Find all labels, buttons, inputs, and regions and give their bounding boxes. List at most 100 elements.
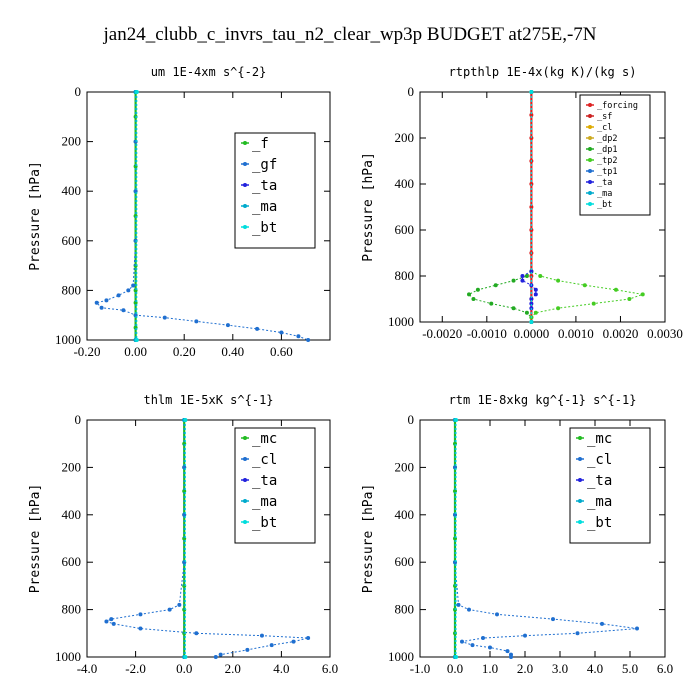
legend-marker <box>578 457 582 461</box>
data-point <box>591 301 596 306</box>
data-point <box>225 323 230 328</box>
x-tick-label: 0.40 <box>221 344 244 359</box>
legend-entry: _ma <box>252 494 277 510</box>
x-tick-label: 0.0 <box>447 661 463 676</box>
legend-entry: _ta <box>587 473 612 489</box>
x-tick-label: 6.0 <box>657 661 673 676</box>
data-point <box>296 334 301 339</box>
data-point <box>121 308 126 313</box>
legend-marker <box>588 125 592 129</box>
data-point <box>467 292 471 297</box>
y-tick-label: 400 <box>395 176 415 191</box>
y-tick-label: 400 <box>62 507 82 522</box>
legend-box <box>234 132 316 249</box>
data-point <box>511 278 516 283</box>
legend-marker <box>578 436 582 440</box>
data-point <box>538 274 543 278</box>
x-tick-label: 0.60 <box>270 344 293 359</box>
y-tick-label: 600 <box>62 554 82 569</box>
panel-1: um 1E-4xm s^{-2} Pressure [hPa] 0 200 400 600… <box>28 65 331 359</box>
y-tick-label: 1000 <box>388 314 414 329</box>
legend-entry: _ta <box>597 178 612 188</box>
y-tick-label: 800 <box>62 282 82 297</box>
legend-marker <box>578 499 582 503</box>
data-point <box>529 228 534 232</box>
x-tick-label: -0.20 <box>73 344 100 359</box>
legend-marker <box>588 147 592 151</box>
y-tick-label: 600 <box>395 554 415 569</box>
data-point <box>529 113 534 117</box>
legend-box <box>569 427 651 544</box>
legend: _mc _cl _ta _ma _bt <box>569 427 651 544</box>
legend-entry: _bt <box>252 515 277 531</box>
legend-marker <box>588 180 592 184</box>
legend-marker <box>588 114 592 118</box>
figure-title: jan24_clubb_c_invrs_tau_n2_clear_wp3p BU… <box>102 24 596 45</box>
data-point <box>524 310 529 315</box>
y-axis-label: Pressure [hPa] <box>361 152 376 262</box>
data-point <box>640 292 645 297</box>
legend-marker <box>243 141 247 145</box>
plot-frame <box>419 419 666 658</box>
data-point <box>475 287 480 292</box>
legend-marker <box>578 520 582 524</box>
data-point <box>529 205 534 209</box>
legend-marker <box>578 478 582 482</box>
data-point <box>635 626 639 631</box>
x-tick-label: 0.20 <box>173 344 196 359</box>
y-axis-label: Pressure [hPa] <box>361 484 376 594</box>
legend-entry: _ta <box>252 473 277 489</box>
y-axis-label: Pressure [hPa] <box>28 484 43 594</box>
data-point <box>131 283 136 288</box>
plot-frame <box>86 91 331 341</box>
x-tick-label: 0.0010 <box>558 326 594 341</box>
data-point <box>183 418 188 422</box>
panel-title: um 1E-4xm s^{-2} <box>151 65 267 79</box>
data-point <box>194 319 199 324</box>
data-point <box>255 326 260 331</box>
legend-entry: _ma <box>252 199 277 215</box>
x-tick-label: 3.0 <box>552 661 568 676</box>
legend-entry: _cl <box>587 452 612 468</box>
panel-title: rtm 1E-8xkg kg^{-1} s^{-1} <box>449 393 637 407</box>
data-point <box>520 278 525 283</box>
legend-marker <box>243 520 247 524</box>
data-point <box>481 636 485 641</box>
data-point <box>111 621 116 626</box>
data-point <box>104 298 109 303</box>
legend-entry: _ta <box>252 178 277 194</box>
data-point <box>456 602 461 607</box>
legend: _mc _cl _ta _ma _bt <box>234 427 316 544</box>
x-tick-label: -4.0 <box>77 661 98 676</box>
data-point <box>259 633 264 638</box>
data-point <box>551 617 555 622</box>
data-point <box>511 306 516 311</box>
data-point <box>134 338 139 342</box>
x-tick-label: -0.0020 <box>422 326 462 341</box>
y-tick-label: 600 <box>62 233 82 248</box>
x-tick-label: 4.0 <box>273 661 289 676</box>
data-point <box>529 297 534 301</box>
legend: _f _gf _ta _ma _bt <box>234 132 316 249</box>
panel-title: thlm 1E-5xK s^{-1} <box>143 393 273 407</box>
data-point <box>488 645 492 650</box>
data-point <box>183 655 188 659</box>
legend-entry: _mc <box>252 431 277 447</box>
x-tick-label: 5.0 <box>622 661 638 676</box>
legend-entry: _dp2 <box>597 134 617 144</box>
y-tick-label: 200 <box>62 459 82 474</box>
y-tick-label: 600 <box>395 222 415 237</box>
legend-marker <box>243 225 247 229</box>
data-point <box>218 652 223 657</box>
x-tick-label: -1.0 <box>410 661 431 676</box>
x-tick-label: 0.0 <box>176 661 192 676</box>
data-point <box>582 283 587 288</box>
data-point <box>600 621 604 626</box>
legend-entry: _forcing <box>597 101 638 111</box>
data-point <box>126 288 131 293</box>
panel-title: rtpthlp 1E-4x(kg K)/(kg s) <box>449 65 637 79</box>
panel-4: rtm 1E-8xkg kg^{-1} s^{-1} Pressure [hPa]… <box>361 393 673 676</box>
data-point <box>138 626 143 631</box>
x-tick-label: 0.00 <box>124 344 147 359</box>
legend-marker <box>243 436 247 440</box>
